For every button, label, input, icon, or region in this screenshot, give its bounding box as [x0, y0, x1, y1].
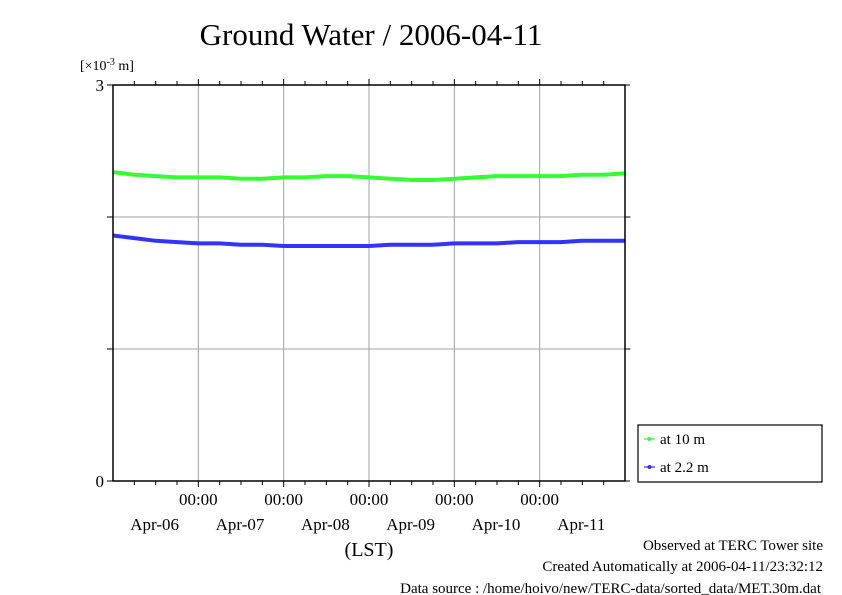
y-tick-label: 3 [96, 76, 105, 95]
x-date-label: Apr-09 [386, 515, 435, 534]
x-time-label: 00:00 [435, 490, 474, 509]
observed-note: Observed at TERC Tower site [643, 538, 823, 554]
x-axis-label: (LST) [345, 539, 394, 561]
created-note: Created Automatically at 2006-04-11/23:3… [542, 559, 823, 575]
x-date-label: Apr-08 [301, 515, 350, 534]
grid [107, 85, 631, 481]
plot-frame [112, 84, 626, 482]
y-tick-labels: 03 [96, 76, 105, 491]
x-time-label: 00:00 [179, 490, 218, 509]
x-date-label: Apr-06 [130, 515, 179, 534]
axis-ticks [107, 79, 630, 487]
legend-marker-icon [647, 465, 652, 469]
x-date-label: Apr-07 [216, 515, 265, 534]
legend-label: at 10 m [660, 432, 705, 448]
legend-label: at 2.2 m [660, 460, 709, 476]
x-time-label: 00:00 [520, 490, 559, 509]
chart-title: Ground Water / 2006-04-11 [200, 17, 543, 52]
y-unit-label: [×10-3 m] [80, 57, 134, 74]
legend-box [637, 424, 823, 483]
x-time-label: 00:00 [264, 490, 303, 509]
x-time-label: 00:00 [350, 490, 389, 509]
series-line-at-10m [112, 170, 626, 182]
series-line-at-2-2m [112, 233, 625, 248]
y-tick-label: 0 [96, 472, 105, 491]
legend: at 10 m at 2.2 m [637, 424, 823, 483]
x-date-label: Apr-11 [557, 515, 605, 534]
legend-marker-icon [647, 437, 652, 441]
series-group [112, 170, 626, 248]
x-date-label: Apr-10 [472, 515, 521, 534]
data-source-note: Data source : /home/hoivo/new/TERC-data/… [400, 581, 822, 595]
